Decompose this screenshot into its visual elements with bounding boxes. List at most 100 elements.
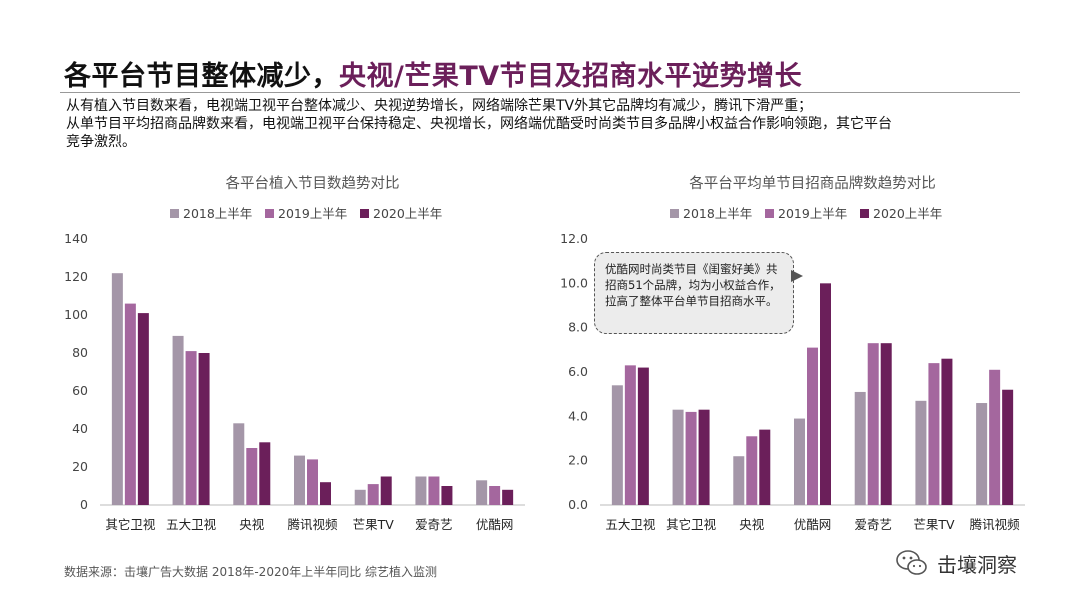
- y-tick-label: 8.0: [568, 320, 588, 335]
- category-label: 优酷网: [476, 517, 514, 532]
- bar: [320, 482, 331, 505]
- bar: [733, 456, 745, 505]
- y-tick-label: 80: [72, 345, 88, 360]
- bar: [294, 455, 305, 505]
- brand-name: 击壤洞察: [937, 552, 1017, 577]
- bar: [502, 489, 514, 505]
- bar: [624, 365, 636, 505]
- category-label: 爱奇艺: [854, 517, 892, 532]
- description-line: 从单节目平均招商品牌数来看，电视端卫视平台保持稳定、央视增长，网络端优酷受时尚类…: [66, 116, 892, 132]
- y-tick-label: 140: [64, 231, 88, 246]
- legend-label: 2020上半年: [873, 206, 942, 221]
- description: 从有植入节目数来看，电视端卫视平台整体减少、央视逆势增长，网络端除芒果TV外其它…: [66, 97, 1016, 151]
- annotation-callout-pointer: [791, 270, 803, 282]
- y-tick-label: 10.0: [560, 275, 588, 290]
- bar: [307, 459, 318, 505]
- bar: [354, 489, 366, 505]
- category-label: 五大卫视: [166, 517, 217, 532]
- y-tick-label: 100: [64, 307, 88, 322]
- legend-swatch: [860, 209, 869, 218]
- bar: [246, 448, 258, 505]
- chart-title: 各平台植入节目数趋势对比: [226, 175, 400, 192]
- y-tick-label: 2.0: [568, 453, 588, 468]
- bar: [380, 476, 392, 505]
- bar: [637, 367, 649, 505]
- bar: [415, 476, 427, 505]
- bar: [137, 313, 149, 505]
- wechat-icon: [896, 550, 927, 575]
- bar: [820, 283, 831, 505]
- bar: [854, 391, 866, 505]
- bar: [807, 347, 818, 505]
- brand: 击壤洞察: [895, 548, 1017, 578]
- category-label: 芒果TV: [913, 517, 955, 532]
- y-tick-label: 60: [72, 383, 88, 398]
- bar: [124, 303, 136, 505]
- legend-swatch: [360, 209, 369, 218]
- bar: [941, 358, 953, 505]
- bar: [746, 436, 758, 505]
- bar: [367, 484, 379, 505]
- category-label: 央视: [739, 517, 765, 532]
- bar: [928, 363, 940, 505]
- title-divider: [60, 92, 1020, 93]
- annotation-callout: 优酷网时尚类节目《闺蜜好美》共招商51个品牌，均为小权益合作，拉高了整体平台单节…: [594, 252, 794, 334]
- bar: [185, 351, 197, 505]
- y-tick-label: 120: [64, 269, 88, 284]
- bar: [172, 335, 184, 505]
- page-title: 各平台节目整体减少，央视/芒果TV节目及招商水平逆势增长: [64, 54, 802, 93]
- y-tick-label: 20: [72, 459, 88, 474]
- bar: [794, 418, 805, 505]
- category-label: 腾讯视频: [970, 517, 1021, 532]
- y-tick-label: 0.0: [568, 497, 588, 512]
- bar: [198, 353, 210, 505]
- bar: [672, 409, 684, 505]
- category-label: 优酷网: [794, 517, 832, 532]
- page-title-part2: 央视/芒果TV节目及招商水平逆势增长: [339, 61, 803, 92]
- bar: [611, 385, 623, 505]
- legend-label: 2018上半年: [183, 206, 252, 221]
- bar: [441, 486, 453, 505]
- bar: [428, 476, 440, 505]
- legend-label: 2018上半年: [683, 206, 752, 221]
- y-tick-label: 40: [72, 421, 88, 436]
- y-tick-label: 4.0: [568, 408, 588, 423]
- description-line: 从有植入节目数来看，电视端卫视平台整体减少、央视逆势增长，网络端除芒果TV外其它…: [66, 98, 813, 114]
- bar: [259, 442, 271, 505]
- legend-swatch: [170, 209, 179, 218]
- bar: [698, 409, 710, 505]
- category-label: 其它卫视: [105, 517, 156, 532]
- bar: [233, 423, 245, 505]
- category-label: 五大卫视: [605, 517, 656, 532]
- bar: [685, 411, 697, 505]
- y-tick-label: 12.0: [560, 231, 588, 246]
- category-label: 芒果TV: [353, 517, 395, 532]
- bar: [989, 369, 1001, 505]
- annotation-text: 优酷网时尚类节目《闺蜜好美》共招商51个品牌，均为小权益合作，拉高了整体平台单节…: [605, 262, 781, 308]
- data-source: 数据来源：击壤广告大数据 2018年-2020年上半年同比 综艺植入监测: [64, 565, 438, 579]
- bar: [476, 480, 488, 505]
- chart-title: 各平台平均单节目招商品牌数趋势对比: [689, 175, 936, 192]
- y-tick-label: 0: [80, 497, 88, 512]
- plant-program-count-chart: 各平台植入节目数趋势对比 2018上半年 2019上半年 2020上半年 0 20 40 60…: [64, 175, 525, 532]
- legend-label: 2020上半年: [373, 206, 442, 221]
- category-label: 爱奇艺: [415, 517, 453, 532]
- bar: [111, 273, 123, 505]
- description-line: 竞争激烈。: [66, 134, 136, 150]
- bar: [915, 400, 927, 505]
- bar: [880, 343, 892, 505]
- category-label: 央视: [239, 517, 265, 532]
- legend-swatch: [670, 209, 679, 218]
- legend-label: 2019上半年: [778, 206, 847, 221]
- category-label: 腾讯视频: [287, 517, 338, 532]
- bar: [976, 403, 988, 505]
- bar: [1002, 389, 1014, 505]
- category-label: 其它卫视: [666, 517, 717, 532]
- page-title-part1: 各平台节目整体减少，: [64, 61, 339, 92]
- bar: [489, 486, 501, 505]
- legend-label: 2019上半年: [278, 206, 347, 221]
- bar: [759, 429, 771, 505]
- avg-brand-count-chart: 各平台平均单节目招商品牌数趋势对比 2018上半年 2019上半年 2020上半年 0.…: [560, 175, 1025, 532]
- legend-swatch: [765, 209, 774, 218]
- bar: [867, 343, 879, 505]
